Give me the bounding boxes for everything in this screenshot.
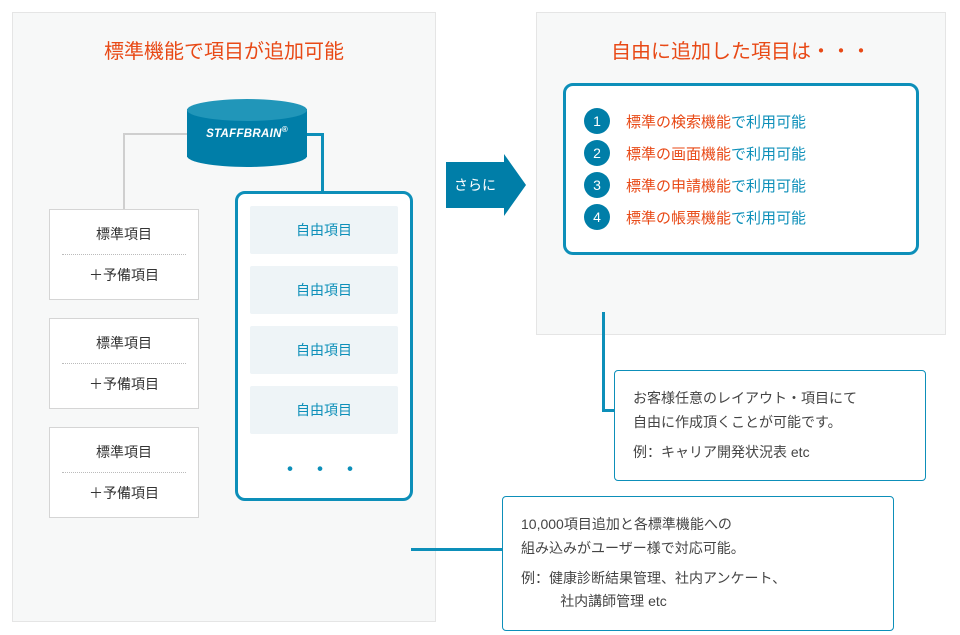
- feature-number-badge: 3: [584, 172, 610, 198]
- feature-text: 標準の申請機能で利用可能: [626, 175, 806, 196]
- left-panel-title: 標準機能で項目が追加可能: [13, 35, 435, 64]
- feature-row: 2 標準の画面機能で利用可能: [584, 140, 898, 166]
- note-example: 社内講師管理 etc: [521, 590, 875, 614]
- feature-text: 標準の画面機能で利用可能: [626, 143, 806, 164]
- standard-item-box: 標準項目 ＋予備項目: [49, 427, 199, 518]
- connector-line: [123, 133, 125, 211]
- feature-row: 3 標準の申請機能で利用可能: [584, 172, 898, 198]
- feature-number-badge: 4: [584, 204, 610, 230]
- feature-list: 1 標準の検索機能で利用可能 2 標準の画面機能で利用可能 3 標準の申請機能で…: [563, 83, 919, 255]
- right-panel-title: 自由に追加した項目は・・・: [537, 35, 945, 64]
- reserve-item-label: ＋予備項目: [50, 255, 198, 285]
- standard-item-box: 標準項目 ＋予備項目: [49, 209, 199, 300]
- standard-item-box: 標準項目 ＋予備項目: [49, 318, 199, 409]
- free-item-box: 自由項目: [250, 266, 398, 314]
- ellipsis-icon: ・・・: [250, 446, 398, 498]
- feature-text: 標準の検索機能で利用可能: [626, 111, 806, 132]
- reserve-item-label: ＋予備項目: [50, 473, 198, 503]
- left-panel: 標準機能で項目が追加可能 STAFFBRAIN® 標準項目 ＋予備項目 標準項目…: [12, 12, 436, 622]
- note-box-layout: お客様任意のレイアウト・項目にて 自由に作成頂くことが可能です。 例：キャリア開…: [614, 370, 926, 481]
- connector-line: [411, 548, 503, 551]
- feature-number-badge: 1: [584, 108, 610, 134]
- standard-column: 標準項目 ＋予備項目 標準項目 ＋予備項目 標準項目 ＋予備項目: [49, 209, 199, 536]
- connector-line: [321, 133, 324, 193]
- database-label: STAFFBRAIN®: [187, 125, 307, 140]
- arrow-icon: さらに: [446, 162, 526, 208]
- feature-text: 標準の帳票機能で利用可能: [626, 207, 806, 228]
- free-item-box: 自由項目: [250, 326, 398, 374]
- reserve-item-label: ＋予備項目: [50, 364, 198, 394]
- standard-item-label: 標準項目: [62, 333, 186, 364]
- note-line: 組み込みがユーザー様で対応可能。: [521, 537, 875, 561]
- note-line: 10,000項目追加と各標準機能への: [521, 513, 875, 537]
- standard-item-label: 標準項目: [62, 442, 186, 473]
- free-item-box: 自由項目: [250, 206, 398, 254]
- note-example: 例：健康診断結果管理、社内アンケート、: [521, 567, 875, 591]
- free-column: 自由項目 自由項目 自由項目 自由項目 ・・・: [235, 191, 413, 501]
- connector-line: [602, 312, 605, 412]
- database-icon: STAFFBRAIN®: [187, 99, 307, 163]
- connector-line: [123, 133, 187, 135]
- standard-item-label: 標準項目: [62, 224, 186, 255]
- feature-row: 4 標準の帳票機能で利用可能: [584, 204, 898, 230]
- note-example: 例：キャリア開発状況表 etc: [633, 441, 907, 465]
- feature-row: 1 標準の検索機能で利用可能: [584, 108, 898, 134]
- feature-number-badge: 2: [584, 140, 610, 166]
- right-panel: 自由に追加した項目は・・・ 1 標準の検索機能で利用可能 2 標準の画面機能で利…: [536, 12, 946, 335]
- note-line: 自由に作成頂くことが可能です。: [633, 411, 907, 435]
- note-box-capacity: 10,000項目追加と各標準機能への 組み込みがユーザー様で対応可能。 例：健康…: [502, 496, 894, 631]
- arrow-label: さらに: [446, 175, 504, 195]
- note-line: お客様任意のレイアウト・項目にて: [633, 387, 907, 411]
- free-item-box: 自由項目: [250, 386, 398, 434]
